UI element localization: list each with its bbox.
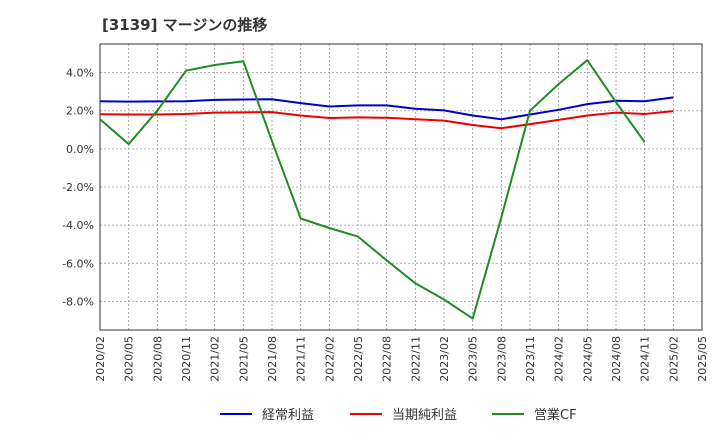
axes: 4.0% 2.0% 0.0% -2.0% -4.0% -6.0% -8.0% 2020/02 2… bbox=[62, 43, 709, 382]
legend-label-1: 経常利益 bbox=[262, 408, 314, 423]
x-tick-label: 2020/11 bbox=[180, 336, 193, 382]
chart-title: [3139] マージンの推移 bbox=[102, 16, 268, 34]
y-tick-label: -4.0% bbox=[62, 219, 94, 232]
y-tick-label: -8.0% bbox=[62, 295, 94, 308]
x-tick-label: 2025/05 bbox=[696, 336, 709, 382]
x-tick-label: 2023/02 bbox=[438, 336, 451, 382]
series-lines bbox=[99, 59, 674, 320]
x-tick-label: 2021/05 bbox=[237, 336, 250, 382]
x-tick-label: 2020/08 bbox=[151, 336, 164, 382]
x-tick-label: 2025/02 bbox=[667, 336, 680, 382]
x-tick-label: 2020/02 bbox=[94, 336, 107, 382]
x-tick-label: 2023/05 bbox=[467, 336, 480, 382]
plot-frame bbox=[99, 43, 703, 331]
x-tick-label: 2020/05 bbox=[123, 336, 136, 382]
x-tick-label: 2022/02 bbox=[323, 336, 336, 382]
legend: 経常利益 当期純利益 営業CF bbox=[220, 407, 577, 423]
x-tick-label: 2024/05 bbox=[581, 336, 594, 382]
series-line-3 bbox=[99, 59, 646, 320]
series-line-2 bbox=[99, 110, 674, 130]
y-tick-label: 4.0% bbox=[66, 67, 94, 80]
x-tick-label: 2022/08 bbox=[381, 336, 394, 382]
y-tick-label: 2.0% bbox=[66, 105, 94, 118]
x-tick-label: 2023/11 bbox=[524, 336, 537, 382]
legend-label-3: 営業CF bbox=[534, 407, 577, 423]
x-tick-label: 2024/08 bbox=[610, 336, 623, 382]
y-tick-label: 0.0% bbox=[66, 143, 94, 156]
series-line-1 bbox=[99, 96, 674, 121]
x-tick-label: 2023/08 bbox=[495, 336, 508, 382]
x-tick-label: 2022/05 bbox=[352, 336, 365, 382]
x-tick-label: 2021/11 bbox=[295, 336, 308, 382]
legend-label-2: 当期純利益 bbox=[392, 408, 457, 423]
x-tick-label: 2022/11 bbox=[409, 336, 422, 382]
x-tick-label: 2021/02 bbox=[209, 336, 222, 382]
x-tick-label: 2024/11 bbox=[639, 336, 652, 382]
y-tick-label: -6.0% bbox=[62, 257, 94, 270]
x-tick-label: 2021/08 bbox=[266, 336, 279, 382]
x-tick-label: 2024/02 bbox=[553, 336, 566, 382]
y-tick-label: -2.0% bbox=[62, 181, 94, 194]
grid-lines bbox=[99, 44, 703, 330]
